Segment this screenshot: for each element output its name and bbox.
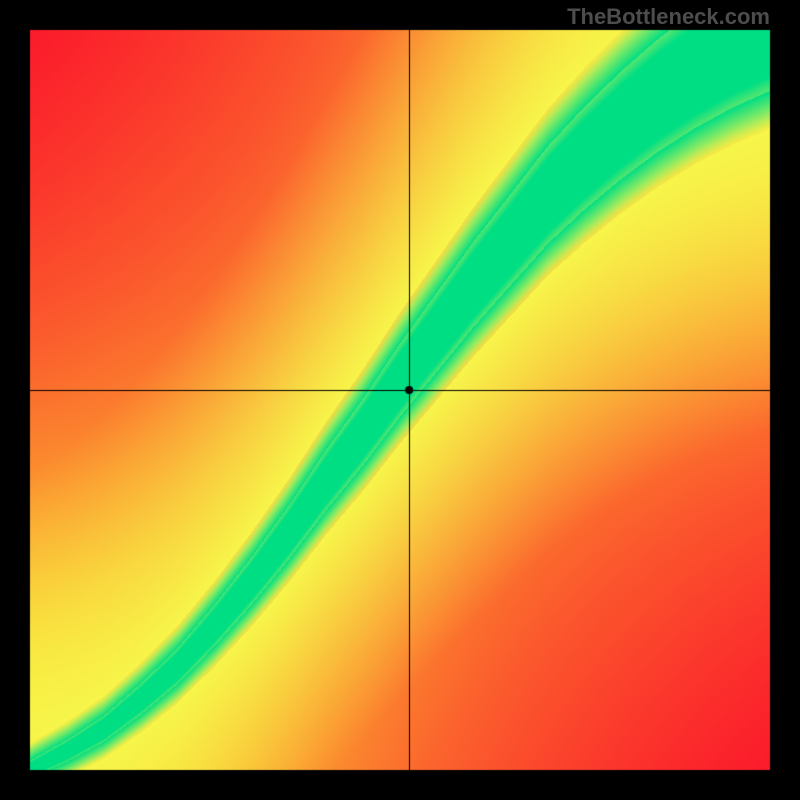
watermark-text: TheBottleneck.com: [567, 4, 770, 30]
bottleneck-heatmap: [0, 0, 800, 800]
chart-container: TheBottleneck.com: [0, 0, 800, 800]
